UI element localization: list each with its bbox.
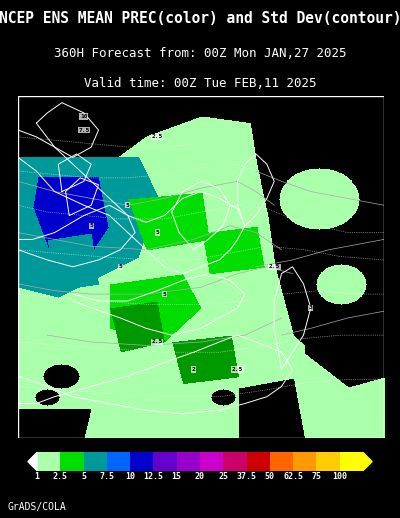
Bar bbox=[84, 452, 107, 471]
Bar bbox=[37, 452, 60, 471]
Text: 2.5: 2.5 bbox=[268, 264, 280, 269]
Text: 50: 50 bbox=[265, 472, 275, 481]
Text: 5: 5 bbox=[81, 472, 86, 481]
Text: 20: 20 bbox=[195, 472, 205, 481]
Bar bbox=[293, 452, 316, 471]
Polygon shape bbox=[28, 452, 37, 471]
Text: 1: 1 bbox=[34, 472, 40, 481]
Text: 12.5: 12.5 bbox=[144, 472, 164, 481]
Bar bbox=[200, 452, 223, 471]
Bar bbox=[107, 452, 130, 471]
Bar bbox=[154, 452, 177, 471]
Bar bbox=[223, 452, 246, 471]
Text: 3: 3 bbox=[309, 305, 313, 310]
Text: 7.5: 7.5 bbox=[99, 472, 114, 481]
Bar bbox=[177, 452, 200, 471]
Bar bbox=[246, 452, 270, 471]
Text: 75: 75 bbox=[312, 472, 322, 481]
Text: 5: 5 bbox=[126, 203, 130, 208]
Text: 10: 10 bbox=[80, 114, 88, 119]
Text: 360H Forecast from: 00Z Mon JAN,27 2025: 360H Forecast from: 00Z Mon JAN,27 2025 bbox=[54, 47, 346, 60]
Bar bbox=[60, 452, 84, 471]
Text: GrADS/COLA: GrADS/COLA bbox=[8, 502, 67, 512]
Text: 15: 15 bbox=[172, 472, 182, 481]
Text: 2.5: 2.5 bbox=[152, 339, 163, 344]
Text: 10: 10 bbox=[125, 472, 135, 481]
Text: 25: 25 bbox=[218, 472, 228, 481]
Text: 2.5: 2.5 bbox=[152, 134, 163, 139]
Bar bbox=[130, 452, 154, 471]
Text: 5: 5 bbox=[119, 264, 122, 269]
Text: 2: 2 bbox=[192, 367, 196, 372]
Text: 5: 5 bbox=[155, 230, 159, 235]
Polygon shape bbox=[363, 452, 372, 471]
Bar bbox=[270, 452, 293, 471]
Text: 7.5: 7.5 bbox=[78, 127, 90, 133]
Text: NCEP ENS MEAN PREC(color) and Std Dev(contour): NCEP ENS MEAN PREC(color) and Std Dev(co… bbox=[0, 11, 400, 26]
Text: 100: 100 bbox=[332, 472, 347, 481]
Bar bbox=[316, 452, 340, 471]
Text: 2.5: 2.5 bbox=[53, 472, 68, 481]
Text: 37.5: 37.5 bbox=[236, 472, 256, 481]
Text: 2.5: 2.5 bbox=[232, 367, 243, 372]
Text: 5: 5 bbox=[162, 292, 166, 297]
Text: Valid time: 00Z Tue FEB,11 2025: Valid time: 00Z Tue FEB,11 2025 bbox=[84, 77, 316, 90]
Text: 5: 5 bbox=[89, 223, 93, 228]
Text: 62.5: 62.5 bbox=[283, 472, 303, 481]
Bar bbox=[340, 452, 363, 471]
